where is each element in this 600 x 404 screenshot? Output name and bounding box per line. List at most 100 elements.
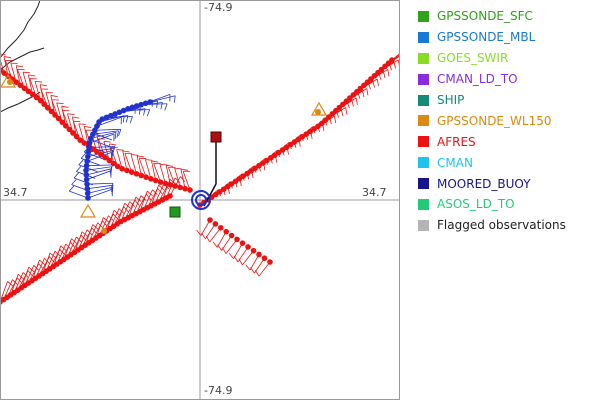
observation-point (218, 225, 224, 231)
observation-point (139, 173, 145, 179)
wind-barb-flag (131, 155, 138, 156)
legend-swatch (418, 178, 429, 189)
wind-barb-flag (69, 186, 74, 191)
bottom-coordinate-label: -74.9 (204, 385, 232, 397)
wind-barb-flag (160, 164, 167, 165)
gpssonde-sfc-marker[interactable] (170, 207, 180, 217)
legend-item-cman[interactable]: CMAN (418, 152, 598, 173)
wind-barb-flag (181, 169, 188, 170)
legend-label: GPSSONDE_MBL (437, 30, 535, 44)
legend-item-gpssonde-wl150[interactable]: GPSSONDE_WL150 (418, 110, 598, 131)
observation-point (267, 259, 273, 265)
wind-barb-flag (175, 168, 182, 169)
observation-point (229, 233, 235, 239)
wind-barb-flag (174, 96, 175, 103)
wind-barb-flag (250, 267, 254, 273)
wind-barb-flag (367, 88, 368, 95)
wind-barb-flag (51, 95, 58, 96)
observation-point (163, 181, 169, 187)
wind-barb-flag (117, 131, 119, 138)
legend-item-asos-ld-to[interactable]: ASOS_LD_TO (418, 194, 598, 215)
wind-barb-shaft (74, 178, 93, 185)
wind-barb-flag (46, 92, 53, 93)
legend-swatch (418, 11, 429, 22)
observation-point (153, 178, 159, 184)
observation-point (124, 168, 130, 174)
legend-item-afres[interactable]: AFRES (418, 131, 598, 152)
legend-swatch (418, 53, 429, 64)
wind-barb-flag (377, 79, 378, 86)
wind-barb-flag (76, 166, 81, 171)
wind-barb-flag (161, 102, 163, 109)
legend-label: GOES_SWIR (437, 51, 508, 65)
wind-barb-flag (201, 233, 205, 239)
observation-point (119, 166, 125, 172)
observation-point (134, 171, 140, 177)
observation-point (262, 255, 268, 261)
wind-barb-flag (229, 253, 233, 258)
map-canvas (0, 0, 400, 400)
legend-label: MOORED_BUOY (437, 177, 531, 191)
legend-label: Flagged observations (437, 218, 566, 232)
legend-label: AFRES (437, 135, 476, 149)
wind-barb-flag (79, 124, 86, 125)
legend-swatch (418, 74, 429, 85)
wind-barb-flag (40, 85, 47, 86)
wind-barb-flag (334, 116, 335, 123)
legend-item-flagged[interactable]: Flagged observations (418, 215, 598, 236)
wind-barb-flag (234, 256, 238, 262)
wind-barb-flag (81, 153, 86, 158)
legend-swatch (418, 115, 429, 126)
right-coordinate-label: 34.7 (362, 187, 387, 199)
wind-barb-flag (119, 129, 121, 136)
legend-label: CMAN (437, 156, 473, 170)
wind-barb-shaft (95, 129, 121, 130)
legend-item-gpssonde-sfc[interactable]: GPSSONDE_SFC (418, 6, 598, 27)
legend-item-gpssonde-mbl[interactable]: GPSSONDE_MBL (418, 27, 598, 48)
wind-barb-flag (388, 69, 389, 76)
legend-swatch (418, 157, 429, 168)
wind-barb-flag (72, 117, 79, 118)
observation-point (213, 221, 219, 227)
legend-item-ship[interactable]: SHIP (418, 90, 598, 111)
observation-point (207, 217, 213, 223)
legend-swatch (418, 95, 429, 106)
observation-point (182, 186, 188, 192)
gpssonde-wl150-marker[interactable] (81, 205, 95, 217)
observation-point (223, 229, 229, 235)
legend-item-moored-buoy[interactable]: MOORED_BUOY (418, 173, 598, 194)
afres-station-marker[interactable] (211, 132, 221, 142)
observation-point (158, 179, 164, 185)
top-coordinate-label: -74.9 (204, 2, 232, 14)
observation-points-layer (0, 57, 395, 305)
wind-barb-shaft (81, 158, 100, 165)
observation-point (234, 237, 240, 243)
observation-point (148, 176, 154, 182)
observation-point (168, 182, 174, 188)
wind-barb-flag (239, 259, 243, 265)
observation-point (240, 240, 246, 246)
wind-barb-flag (72, 179, 77, 184)
observation-point (129, 169, 135, 175)
wind-barb-flag (222, 248, 226, 254)
legend-swatch (418, 136, 429, 147)
wind-barb-flag (130, 116, 132, 123)
wind-barb-shaft (150, 96, 175, 102)
legend-label: CMAN_LD_TO (437, 72, 518, 86)
wind-observation-map[interactable]: -74.9 -74.9 34.7 34.7 (0, 0, 400, 400)
legend-item-goes-swir[interactable]: GOES_SWIR (418, 48, 598, 69)
gpssonde-wl150-point (101, 228, 107, 234)
wind-barb-flag (147, 110, 149, 117)
observation-point (172, 183, 178, 189)
wind-barb-flag (109, 144, 116, 145)
legend-item-cman-ld-to[interactable]: CMAN_LD_TO (418, 69, 598, 90)
wind-barb-flag (356, 98, 357, 105)
wind-barb-flag (398, 60, 399, 67)
wind-barb-flag (123, 151, 130, 152)
wind-barb-flag (4, 57, 11, 58)
observation-point (245, 244, 251, 250)
wind-barb-flag (74, 173, 79, 178)
legend-label: SHIP (437, 93, 464, 107)
wind-barb-flag (218, 245, 222, 251)
wind-barb-flag (255, 270, 259, 276)
